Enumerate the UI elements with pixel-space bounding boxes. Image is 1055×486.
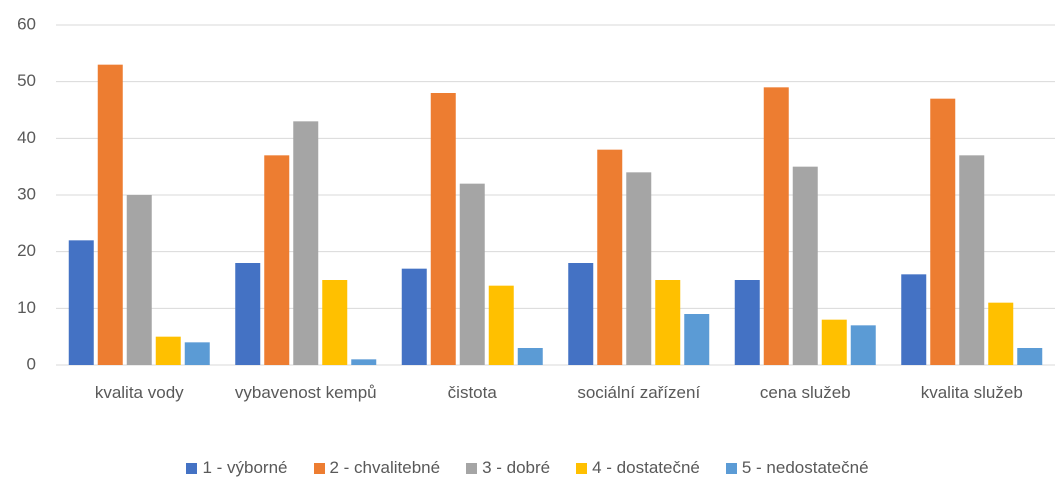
legend-item: 4 - dostatečné bbox=[576, 458, 700, 478]
bar bbox=[459, 183, 485, 365]
bar bbox=[1017, 348, 1043, 365]
legend-swatch bbox=[725, 462, 737, 474]
bar bbox=[930, 98, 956, 366]
x-tick-label: kvalita služeb bbox=[920, 383, 1023, 402]
bar bbox=[684, 314, 710, 365]
bar bbox=[626, 172, 652, 365]
bar bbox=[655, 280, 681, 365]
bar bbox=[264, 155, 290, 365]
y-tick-label: 30 bbox=[17, 184, 36, 203]
bar bbox=[568, 263, 594, 365]
y-tick-label: 50 bbox=[17, 71, 36, 90]
legend-label: 3 - dobré bbox=[482, 458, 551, 477]
bar bbox=[488, 285, 514, 365]
legend-item: 2 - chvalitebné bbox=[313, 458, 441, 478]
legend-swatch bbox=[186, 462, 198, 474]
legend-label: 2 - chvalitebné bbox=[329, 458, 441, 477]
y-tick-label: 60 bbox=[17, 14, 36, 33]
bar bbox=[155, 336, 181, 365]
x-tick-label: vybavenost kempů bbox=[234, 383, 377, 402]
bar bbox=[184, 342, 210, 365]
legend-item: 5 - nedostatečné bbox=[725, 458, 869, 478]
y-tick-label: 0 bbox=[27, 354, 36, 373]
bar bbox=[850, 325, 876, 365]
bar bbox=[322, 280, 348, 365]
legend-label: 5 - nedostatečné bbox=[741, 458, 869, 477]
legend-label: 1 - výborné bbox=[202, 458, 288, 477]
legend: 1 - výborné 2 - chvalitebné 3 - dobré 4 - d… bbox=[0, 458, 1055, 478]
bar bbox=[126, 195, 152, 365]
bar bbox=[351, 359, 377, 365]
bar bbox=[430, 93, 456, 365]
y-tick-label: 40 bbox=[17, 128, 36, 147]
bar bbox=[959, 155, 985, 365]
x-tick-label: sociální zařízení bbox=[577, 383, 701, 402]
bar bbox=[401, 268, 427, 365]
bar bbox=[97, 64, 123, 366]
legend-swatch bbox=[466, 462, 478, 474]
bar bbox=[763, 87, 789, 365]
x-tick-label: čistota bbox=[447, 383, 497, 402]
y-tick-label: 20 bbox=[17, 241, 36, 260]
y-tick-label: 10 bbox=[17, 298, 36, 317]
bar bbox=[988, 302, 1014, 365]
legend-label: 4 - dostatečné bbox=[592, 458, 700, 477]
legend-swatch bbox=[313, 462, 325, 474]
bar bbox=[792, 166, 818, 365]
legend-swatch bbox=[576, 462, 588, 474]
x-tick-label: kvalita vody bbox=[94, 383, 184, 402]
bar bbox=[235, 263, 261, 365]
bar bbox=[821, 319, 847, 365]
legend-item: 1 - výborné bbox=[186, 458, 288, 478]
bar bbox=[517, 348, 543, 365]
x-tick-label: cena služeb bbox=[759, 383, 851, 402]
bar bbox=[68, 240, 94, 365]
bar bbox=[734, 280, 760, 365]
bar bbox=[597, 149, 623, 365]
bar bbox=[293, 121, 319, 365]
legend-item: 3 - dobré bbox=[466, 458, 550, 478]
bar bbox=[901, 274, 927, 365]
